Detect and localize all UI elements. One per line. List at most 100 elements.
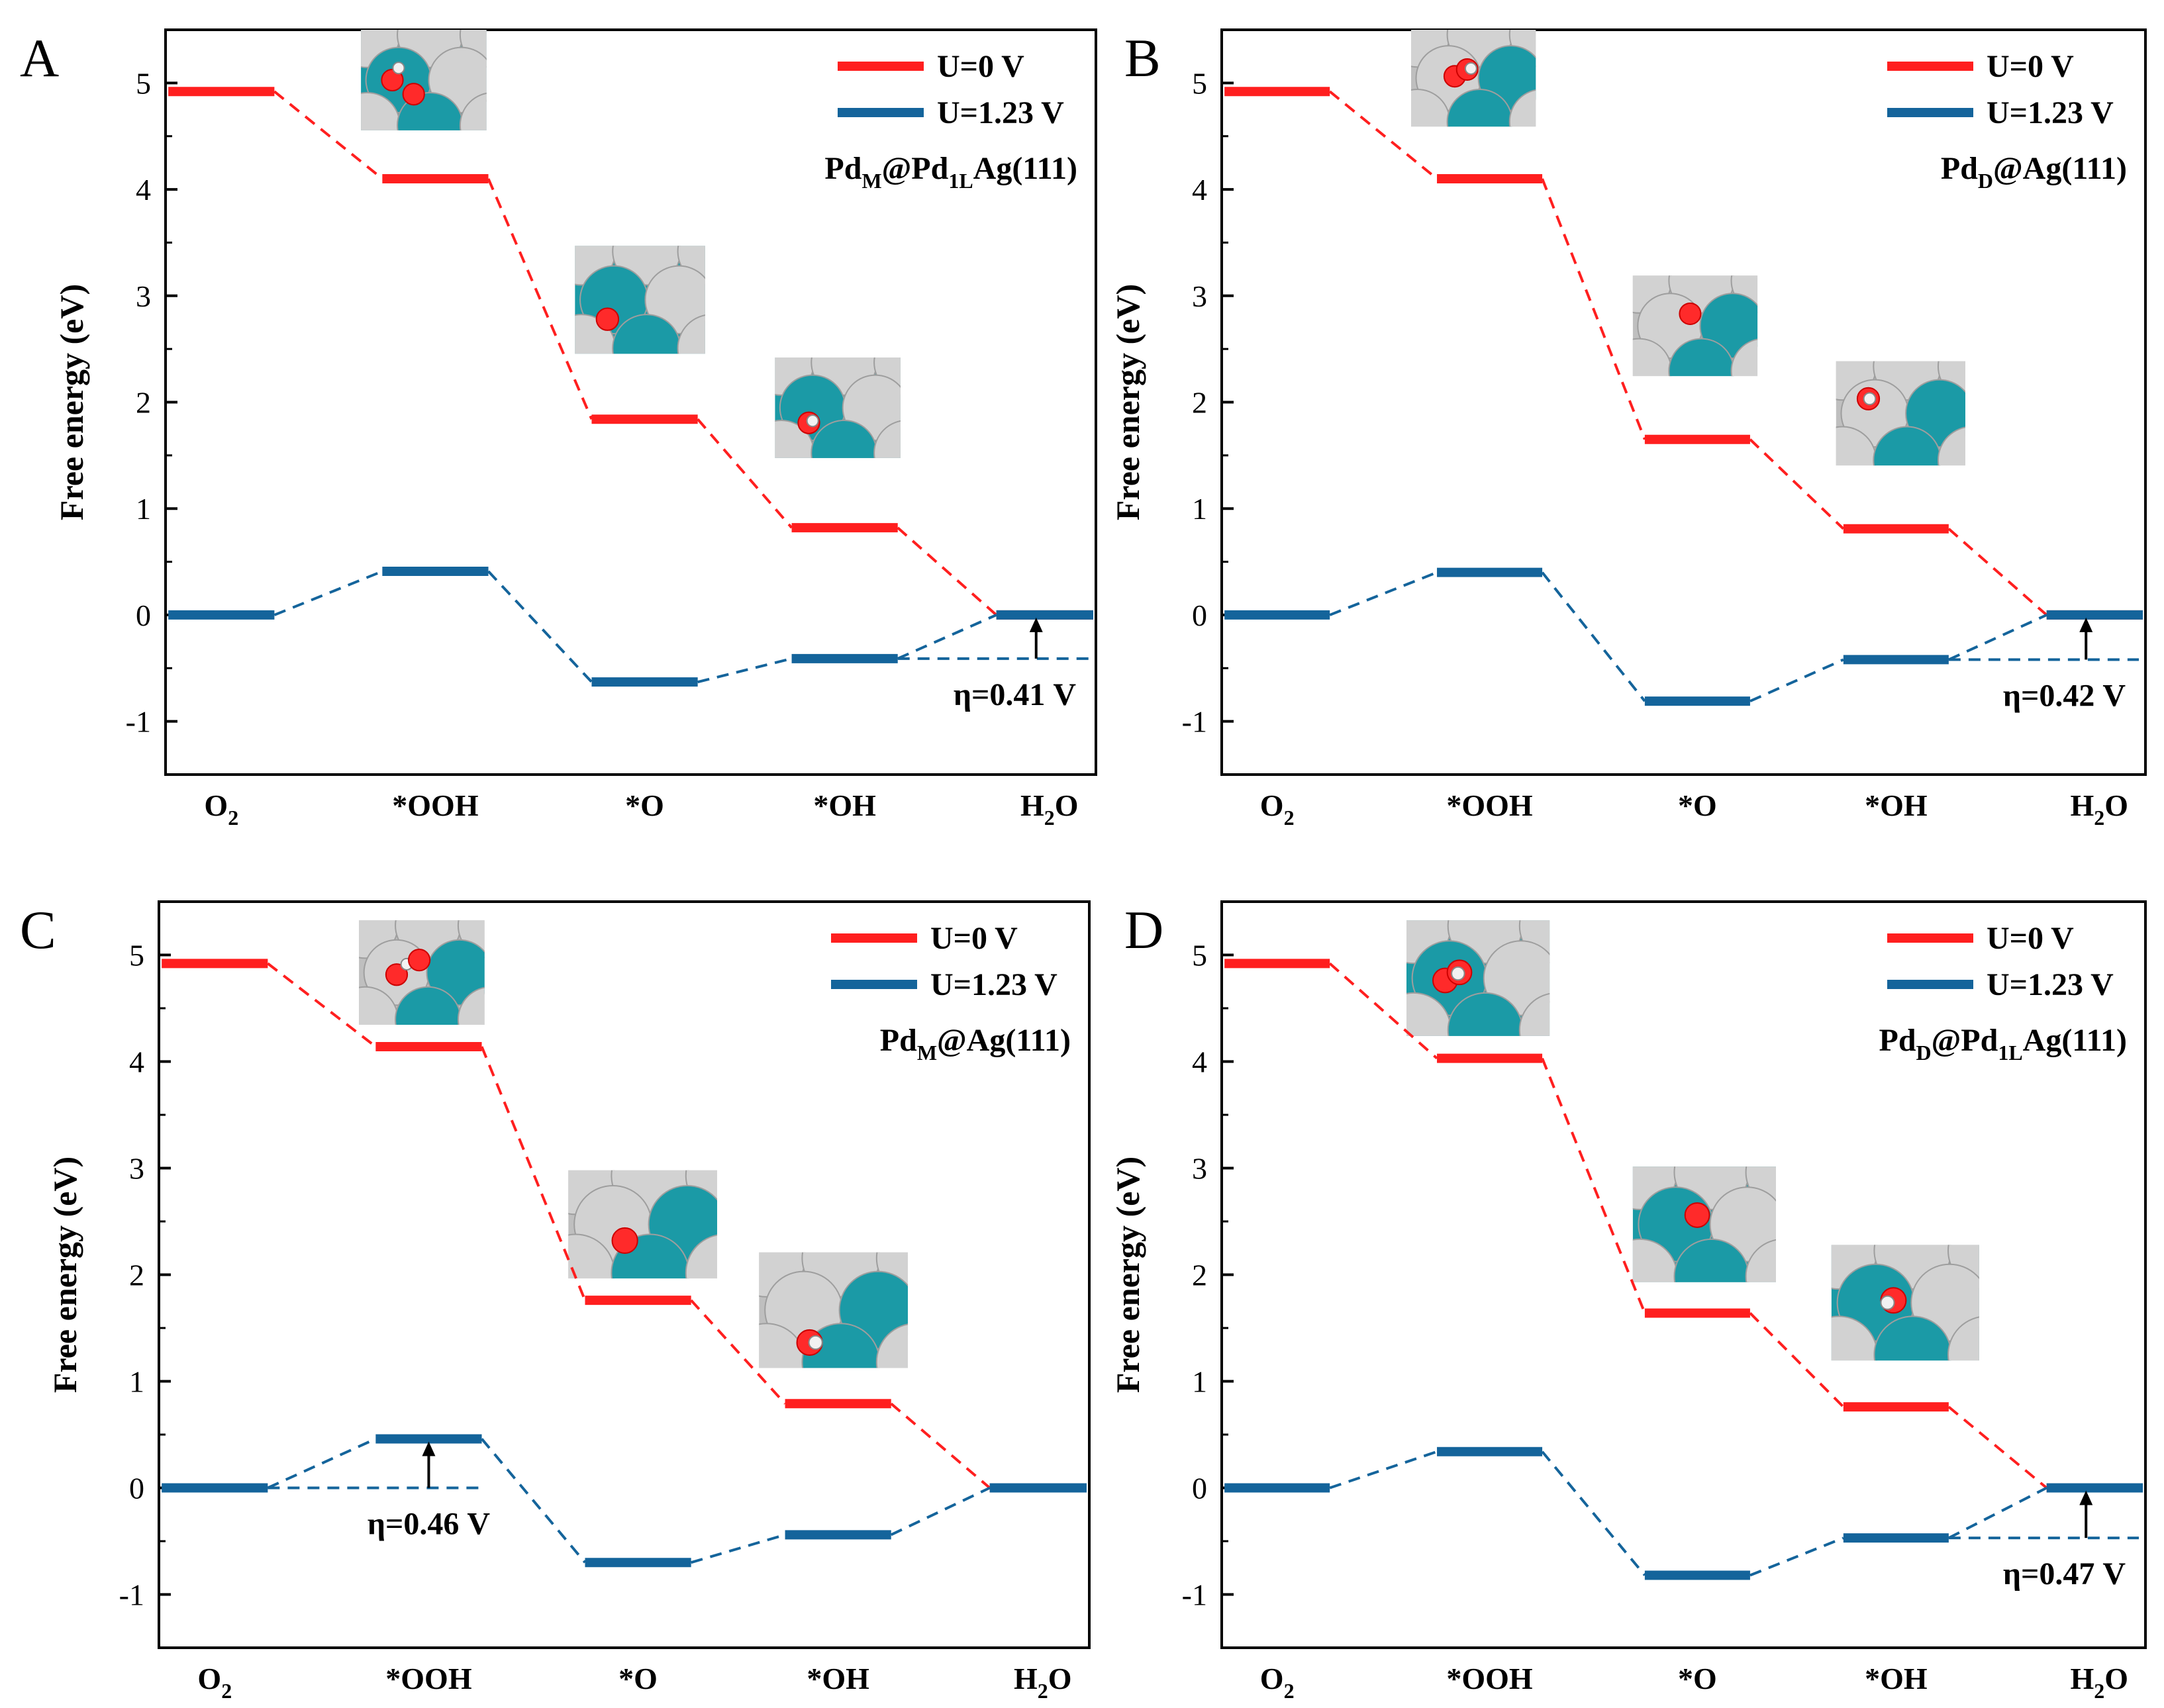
eta-arrow-head: [422, 1441, 436, 1456]
y-tick-label: 5: [136, 66, 151, 100]
y-tick-label: -1: [126, 705, 151, 739]
connector: [1329, 571, 1438, 616]
y-tick-label: 1: [136, 492, 151, 526]
legend-label: U=1.23 V: [930, 967, 1057, 1002]
connector: [1541, 178, 1646, 440]
connector: [1749, 658, 1844, 702]
oxygen-atom: [1679, 302, 1702, 325]
x-tick-label: H2O: [1014, 1662, 1072, 1703]
legend: U=0 V U=1.23 V: [1887, 921, 2114, 1002]
ag-atom: [1518, 992, 1550, 1036]
ag-atom: [459, 92, 487, 130]
hydrogen-atom: [392, 62, 405, 75]
x-tick-label: *O: [1678, 1662, 1717, 1695]
series-u123: [168, 567, 1093, 687]
connector: [1948, 614, 2047, 661]
hydrogen-atom: [1464, 62, 1477, 75]
pd-atom: [426, 939, 485, 1006]
ag-atom: [1730, 338, 1758, 377]
connector: [267, 962, 377, 1048]
overpotential-annotation: η=0.42 V: [1948, 617, 2139, 713]
y-tick-label: 1: [1192, 1365, 1207, 1399]
legend-label: U=0 V: [1987, 49, 2074, 84]
connector: [1749, 1537, 1844, 1577]
oxygen-atom: [595, 307, 620, 331]
system-label: PdM@Pd1LAg(111): [824, 151, 1077, 193]
connector: [897, 614, 997, 660]
ag-atom: [873, 420, 901, 458]
y-tick-label: 4: [136, 173, 151, 207]
connector: [480, 1046, 587, 1301]
adsorbate-inset-o: [1632, 1166, 1776, 1282]
adsorbate-inset-ooh: [361, 30, 487, 130]
oxygen-atom: [611, 1227, 638, 1255]
overpotential-annotation: η=0.41 V: [897, 617, 1089, 712]
x-tick-label: *OOH: [1446, 788, 1533, 822]
adsorbate-inset-ooh: [1410, 30, 1536, 127]
legend: U=0 V U=1.23 V: [1887, 49, 2114, 130]
connector: [897, 526, 997, 616]
x-tick-label: H2O: [2070, 788, 2128, 830]
pd-atom: [1873, 426, 1942, 466]
panel-letter: C: [20, 900, 56, 960]
y-tick-label: 5: [129, 939, 144, 973]
y-tick-label: 0: [1192, 598, 1207, 632]
y-tick-label: 1: [129, 1365, 144, 1399]
x-tick-label: *OOH: [392, 788, 479, 822]
y-tick-label: 4: [129, 1045, 144, 1079]
x-tick-label: O2: [1260, 788, 1295, 830]
ag-atom: [1508, 89, 1536, 127]
y-tick-label: 5: [1192, 66, 1207, 100]
system-label: PdM@Ag(111): [880, 1023, 1071, 1065]
ag-atom: [1947, 1316, 1979, 1361]
ag-atom: [1836, 426, 1877, 466]
connector: [1329, 1450, 1438, 1490]
legend-label: U=1.23 V: [1987, 967, 2114, 1002]
legend-label: U=0 V: [937, 49, 1024, 84]
legend-label: U=0 V: [1987, 921, 2074, 956]
adsorbate-inset-o: [575, 246, 705, 354]
panel-letter: B: [1124, 28, 1161, 88]
connector: [487, 570, 593, 683]
oxygen-atom: [1684, 1202, 1710, 1228]
y-tick-label: 4: [1192, 1045, 1207, 1079]
pd-atom: [1668, 338, 1735, 377]
pd-atom: [1673, 1238, 1749, 1282]
connector: [697, 418, 793, 529]
x-tick-label: O2: [1260, 1662, 1295, 1703]
y-tick-label: 0: [129, 1472, 144, 1505]
connector: [1328, 90, 1438, 180]
connector: [1541, 571, 1646, 702]
panel-d: D -1 0 1 2 3 4 5 Free energy (eV) O2 *OOH *O *OH H2O η…: [1109, 900, 2147, 1703]
legend: U=0 V U=1.23 V: [838, 49, 1064, 130]
connector: [697, 657, 793, 684]
x-tick-label: *OOH: [385, 1662, 472, 1695]
connector: [487, 178, 593, 420]
ag-atom: [1745, 1239, 1776, 1282]
ag-atom: [875, 1323, 909, 1368]
y-tick-label: -1: [1182, 1578, 1207, 1612]
y-tick-label: 3: [1192, 279, 1207, 313]
panel-c: C -1 0 1 2 3 4 5 Free energy (eV) O2 *OOH *O *OH H2O η…: [20, 900, 1091, 1703]
y-axis-label: Free energy (eV): [1109, 284, 1146, 520]
series-u123: [162, 1434, 1087, 1568]
connector: [1749, 1312, 1845, 1408]
x-tick-label: H2O: [2070, 1662, 2128, 1703]
panel-letter: A: [20, 28, 59, 88]
connector: [273, 90, 383, 180]
y-tick-label: -1: [119, 1578, 144, 1612]
eta-arrow-head: [2079, 1490, 2093, 1505]
y-tick-label: 4: [1192, 173, 1207, 207]
adsorbate-inset-oh: [775, 357, 901, 458]
y-tick-label: 5: [1192, 939, 1207, 973]
x-tick-label: *OOH: [1446, 1662, 1533, 1695]
adsorbate-inset-o: [1632, 275, 1758, 377]
ag-atom: [1937, 426, 1965, 466]
legend: U=0 V U=1.23 V: [831, 921, 1057, 1002]
x-tick-label: *O: [625, 788, 664, 822]
eta-label: η=0.41 V: [954, 677, 1077, 712]
adsorbate-inset-ooh: [1406, 920, 1550, 1036]
series-u123: [1224, 567, 2143, 706]
ag-atom: [457, 986, 485, 1025]
ag-atom: [677, 314, 705, 354]
